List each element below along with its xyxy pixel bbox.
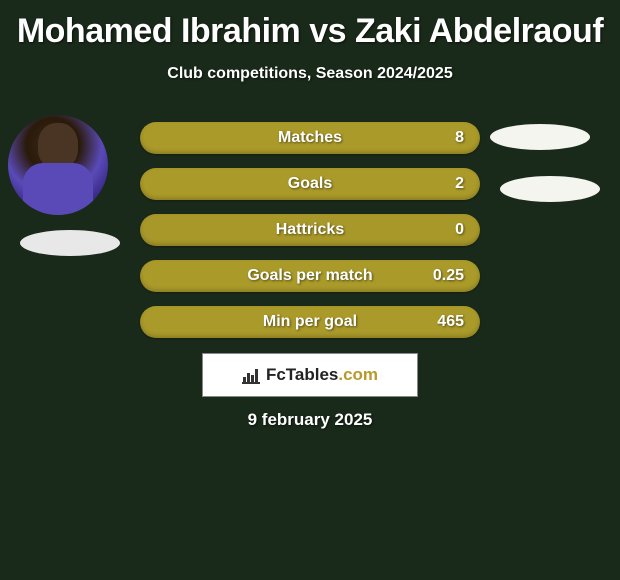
- stat-row-min-per-goal: Min per goal 465: [140, 306, 480, 338]
- brand-badge: FcTables.com: [202, 353, 418, 397]
- stats-container: Matches 8 Goals 2 Hattricks 0 Goals per …: [140, 122, 480, 352]
- stat-label: Goals: [196, 175, 424, 193]
- stat-label: Hattricks: [196, 221, 424, 239]
- player-avatar-left: [8, 115, 108, 215]
- bar-chart-icon: [242, 366, 262, 384]
- stat-label: Matches: [196, 129, 424, 147]
- stat-label: Goals per match: [196, 267, 424, 285]
- brand-text: FcTables.com: [266, 365, 378, 385]
- stat-value: 8: [424, 129, 464, 147]
- stat-row-hattricks: Hattricks 0: [140, 214, 480, 246]
- brand-name: FcTables: [266, 365, 338, 384]
- comparison-title: Mohamed Ibrahim vs Zaki Abdelraouf: [0, 0, 620, 51]
- stat-value: 0: [424, 221, 464, 239]
- avatar-placeholder-right-2: [500, 176, 600, 202]
- stat-row-matches: Matches 8: [140, 122, 480, 154]
- stat-value: 2: [424, 175, 464, 193]
- avatar-shadow-left: [20, 230, 120, 256]
- stat-row-goals: Goals 2: [140, 168, 480, 200]
- stat-value: 0.25: [424, 267, 464, 285]
- stat-value: 465: [424, 313, 464, 331]
- subtitle: Club competitions, Season 2024/2025: [0, 65, 620, 83]
- date-label: 9 february 2025: [0, 410, 620, 430]
- avatar-placeholder-right-1: [490, 124, 590, 150]
- brand-tld: .com: [338, 365, 378, 384]
- stat-row-goals-per-match: Goals per match 0.25: [140, 260, 480, 292]
- stat-label: Min per goal: [196, 313, 424, 331]
